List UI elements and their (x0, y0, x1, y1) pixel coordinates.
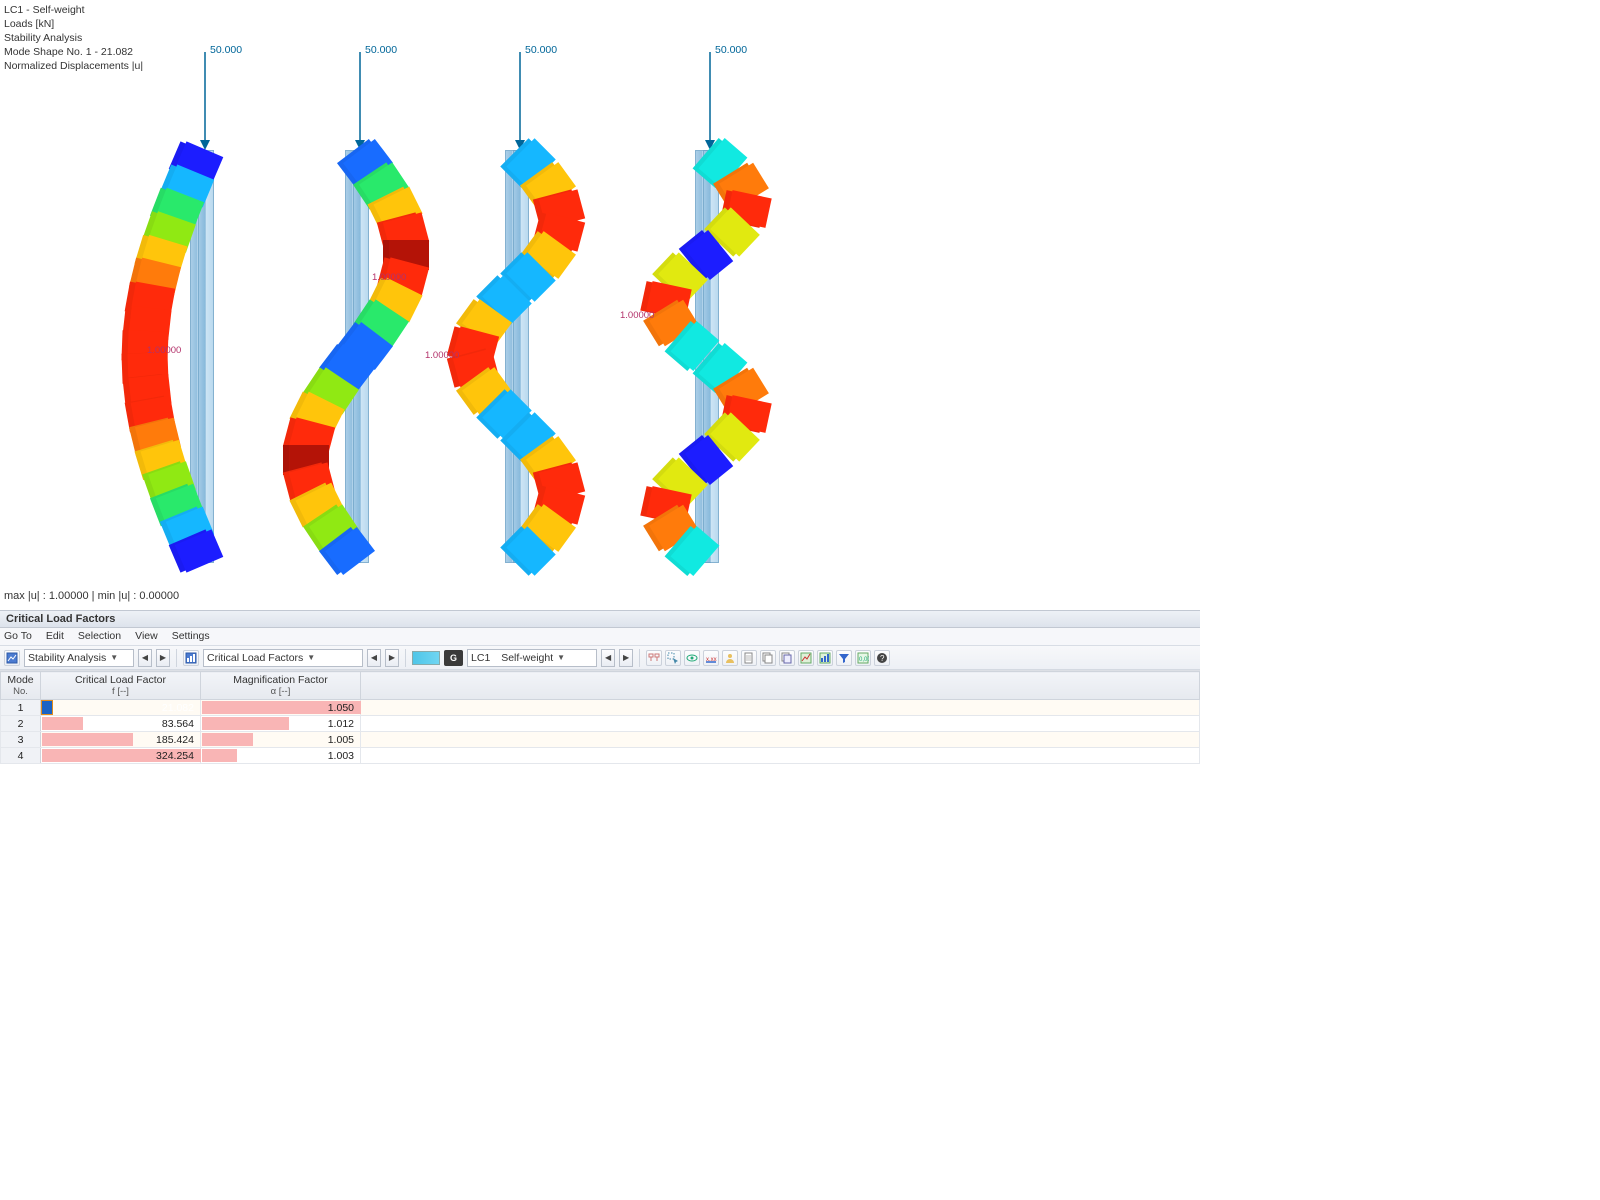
lc-name: Self-weight (501, 652, 553, 664)
copy2-icon[interactable] (779, 650, 795, 666)
cell-magnification-factor[interactable]: 1.050 (201, 700, 361, 716)
cell-blank (361, 732, 1200, 748)
cell-magnification-factor[interactable]: 1.003 (201, 748, 361, 764)
table-menu: Go To Edit Selection View Settings (0, 628, 1200, 646)
menu-settings[interactable]: Settings (172, 630, 210, 643)
next-table-button[interactable]: ▶ (385, 649, 399, 667)
col-magnification-factor[interactable]: Magnification Factorα [--] (201, 672, 361, 700)
cell-blank (361, 716, 1200, 732)
result-canvas[interactable]: 50.0001.0000050.0001.0000050.0001.000005… (0, 0, 1200, 605)
svg-text:0,00: 0,00 (859, 657, 869, 663)
help-icon[interactable]: ? (874, 650, 890, 666)
menu-selection[interactable]: Selection (78, 630, 121, 643)
max-displacement-label: 1.00000 (425, 350, 459, 361)
results-table-wrap: ModeNo. Critical Load Factorf [--] Magni… (0, 670, 1200, 900)
prev-analysis-button[interactable]: ◀ (138, 649, 152, 667)
menu-edit[interactable]: Edit (46, 630, 64, 643)
menu-view[interactable]: View (135, 630, 158, 643)
undeformed-column (198, 150, 214, 563)
chevron-down-icon: ▼ (307, 653, 315, 662)
load-arrow-icon (195, 52, 215, 152)
svg-text:?: ? (880, 654, 885, 663)
lc-type-chip: G (444, 650, 463, 666)
copy-icon[interactable] (760, 650, 776, 666)
chart-icon[interactable] (798, 650, 814, 666)
prev-table-button[interactable]: ◀ (367, 649, 381, 667)
table-row[interactable]: 283.5641.012 (1, 716, 1200, 732)
min-max-line: max |u| : 1.00000 | min |u| : 0.00000 (4, 590, 179, 602)
cell-mode-no[interactable]: 1 (1, 700, 41, 716)
load-arrow-icon (350, 52, 370, 152)
chevron-down-icon: ▼ (110, 653, 118, 662)
load-arrow-icon (700, 52, 720, 152)
funnel-icon[interactable] (836, 650, 852, 666)
eye-icon[interactable] (684, 650, 700, 666)
lc-color-swatch (412, 651, 440, 665)
zero-icon[interactable]: 0,00 (855, 650, 871, 666)
lc-label: LC1 (471, 652, 490, 664)
cell-critical-load-factor[interactable]: 324.254 (41, 748, 201, 764)
cell-blank (361, 748, 1200, 764)
next-lc-button[interactable]: ▶ (619, 649, 633, 667)
doc-icon[interactable] (741, 650, 757, 666)
person-icon[interactable] (722, 650, 738, 666)
cell-magnification-factor[interactable]: 1.005 (201, 732, 361, 748)
table-toolbar: Stability Analysis▼ ◀ ▶ Critical Load Fa… (0, 646, 1200, 670)
analysis-type-combo[interactable]: Stability Analysis▼ (24, 649, 134, 667)
col-mode-no[interactable]: ModeNo. (1, 672, 41, 700)
filter-icon[interactable] (646, 650, 662, 666)
next-analysis-button[interactable]: ▶ (156, 649, 170, 667)
cell-magnification-factor[interactable]: 1.012 (201, 716, 361, 732)
chart2-icon[interactable] (817, 650, 833, 666)
cell-mode-no[interactable]: 2 (1, 716, 41, 732)
cell-mode-no[interactable]: 3 (1, 732, 41, 748)
max-displacement-label: 1.00000 (372, 272, 406, 283)
prev-lc-button[interactable]: ◀ (601, 649, 615, 667)
col-blank (361, 672, 1200, 700)
max-displacement-label: 1.00000 (620, 310, 654, 321)
chevron-down-icon: ▼ (557, 653, 565, 662)
xxx-icon[interactable]: x.xx (703, 650, 719, 666)
undeformed-column (513, 150, 529, 563)
table-row[interactable]: 3185.4241.005 (1, 732, 1200, 748)
col-critical-load-factor[interactable]: Critical Load Factorf [--] (41, 672, 201, 700)
critical-load-factors-table[interactable]: ModeNo. Critical Load Factorf [--] Magni… (0, 671, 1200, 764)
table-row[interactable]: 121.0821.050 (1, 700, 1200, 716)
select-icon[interactable] (665, 650, 681, 666)
stability-analysis-icon[interactable] (4, 650, 20, 666)
result-table-combo[interactable]: Critical Load Factors▼ (203, 649, 363, 667)
cell-mode-no[interactable]: 4 (1, 748, 41, 764)
max-displacement-label: 1.00000 (147, 345, 181, 356)
table-row[interactable]: 4324.2541.003 (1, 748, 1200, 764)
cell-critical-load-factor[interactable]: 83.564 (41, 716, 201, 732)
cell-critical-load-factor[interactable]: 21.082 (41, 700, 201, 716)
cell-critical-load-factor[interactable]: 185.424 (41, 732, 201, 748)
result-table-icon[interactable] (183, 650, 199, 666)
panel-title: Critical Load Factors (0, 610, 1200, 628)
cell-blank (361, 700, 1200, 716)
menu-goto[interactable]: Go To (4, 630, 32, 643)
load-arrow-icon (510, 52, 530, 152)
load-case-combo[interactable]: LC1 Self-weight ▼ (467, 649, 597, 667)
